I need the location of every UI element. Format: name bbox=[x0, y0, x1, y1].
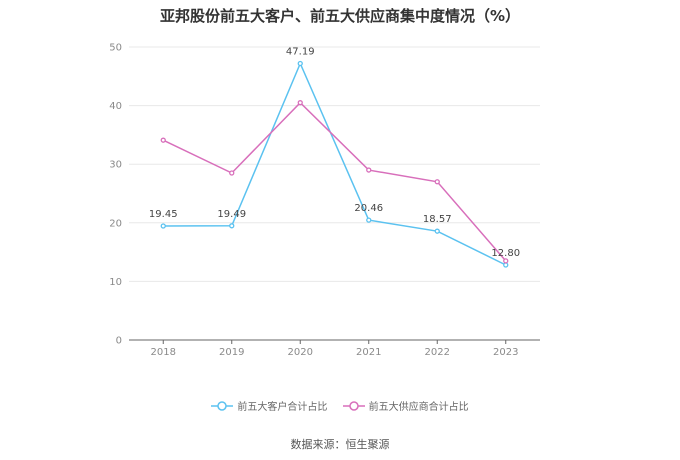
data-label: 12.80 bbox=[491, 248, 520, 259]
series-lines bbox=[160, 60, 509, 268]
x-tick-label: 2022 bbox=[425, 347, 450, 358]
data-point bbox=[229, 223, 235, 229]
x-tick-label: 2018 bbox=[151, 347, 176, 358]
y-tick-label: 40 bbox=[109, 101, 122, 112]
axes: 0 10 20 30 40 50 2018 2019 2020 2021 2022 2023 bbox=[109, 43, 540, 358]
series-line-1 bbox=[162, 101, 507, 262]
y-tick-label: 10 bbox=[109, 277, 122, 288]
data-source-note: 数据来源：恒生聚源 bbox=[290, 438, 390, 451]
x-tick-label: 2023 bbox=[493, 347, 518, 358]
x-tick-label: 2020 bbox=[288, 347, 313, 358]
data-point bbox=[434, 179, 440, 185]
legend-item-suppliers[interactable]: 前五大供应商合计占比 bbox=[342, 398, 469, 413]
legend: 前五大客户合计占比 前五大供应商合计占比 bbox=[0, 398, 680, 415]
data-point bbox=[366, 217, 372, 223]
data-point bbox=[297, 60, 303, 67]
data-label: 47.19 bbox=[286, 46, 315, 57]
legend-label-customers: 前五大客户合计占比 bbox=[237, 402, 328, 413]
y-tick-label: 0 bbox=[116, 336, 122, 347]
data-point bbox=[229, 170, 235, 176]
legend-swatch-customers-icon bbox=[211, 400, 234, 411]
y-tick-label: 20 bbox=[109, 218, 122, 229]
series-line-0 bbox=[163, 61, 507, 266]
chart-title: 亚邦股份前五大客户、前五大供应商集中度情况（%） bbox=[159, 7, 521, 25]
x-tick-label: 2019 bbox=[219, 347, 244, 358]
data-label: 20.46 bbox=[354, 203, 383, 214]
data-label: 19.45 bbox=[149, 209, 178, 220]
x-tick-label: 2021 bbox=[356, 347, 381, 358]
data-point bbox=[503, 262, 509, 268]
y-tick-label: 30 bbox=[109, 160, 122, 171]
legend-label-suppliers: 前五大供应商合计占比 bbox=[368, 402, 469, 413]
y-tick-label: 50 bbox=[109, 43, 122, 54]
grid-lines bbox=[129, 46, 540, 282]
data-point bbox=[366, 167, 372, 173]
data-point bbox=[434, 228, 440, 234]
data-point bbox=[297, 100, 303, 106]
data-label: 19.49 bbox=[217, 209, 246, 220]
data-point bbox=[160, 137, 166, 143]
data-point bbox=[503, 258, 509, 264]
legend-item-customers[interactable]: 前五大客户合计占比 bbox=[211, 398, 327, 413]
data-labels: 19.45 19.49 47.19 20.46 18.57 12.80 bbox=[149, 46, 520, 259]
data-point bbox=[160, 223, 166, 229]
legend-swatch-suppliers-icon bbox=[342, 400, 365, 411]
data-label: 18.57 bbox=[423, 214, 452, 225]
